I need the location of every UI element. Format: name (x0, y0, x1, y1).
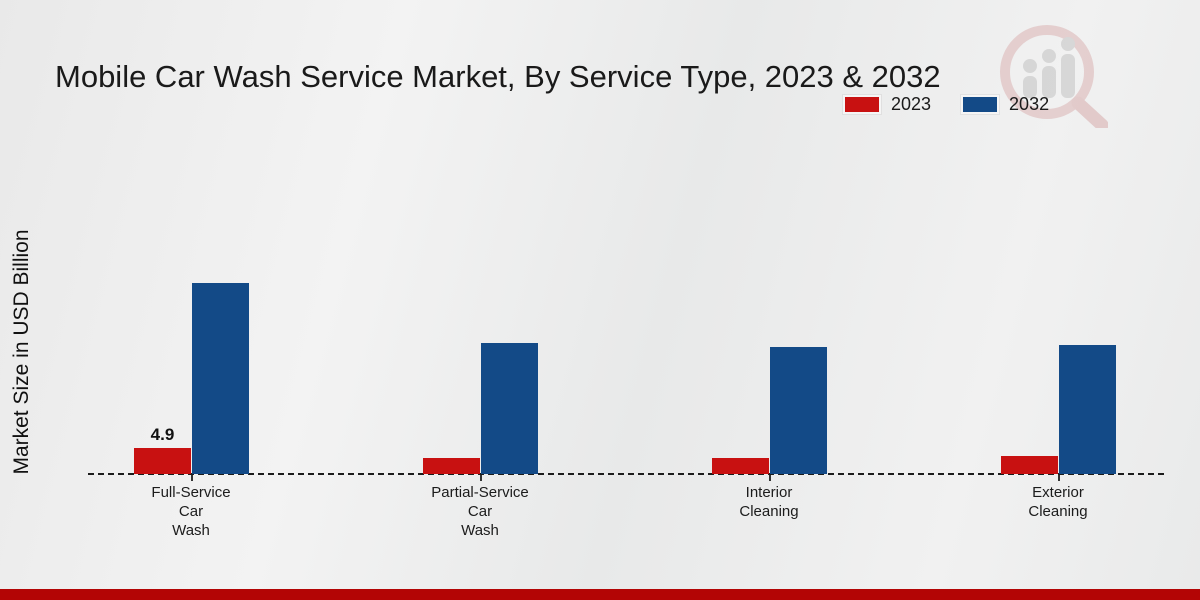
legend-swatch-2032 (961, 95, 1000, 114)
bar-value-label-2023: 4.9 (150, 425, 175, 444)
chart-legend: 2023 2032 (843, 94, 1049, 115)
legend-swatch-2023 (843, 95, 881, 114)
x-axis-tick (1058, 475, 1060, 481)
legend-label-2023: 2023 (891, 94, 932, 114)
legend-label-2032: 2032 (1009, 94, 1050, 114)
magnifier-lens-icon (1000, 25, 1094, 119)
market-research-watermark-logo (1000, 25, 1108, 128)
magnifier-handle-icon (1071, 96, 1108, 128)
bar-2032-interior-cleaning (770, 347, 827, 474)
bar-2023-partial-service-car-wash (423, 458, 480, 474)
bar-2023-interior-cleaning (712, 458, 769, 474)
chart-title: Mobile Car Wash Service Market, By Servi… (55, 58, 941, 94)
category-label-full-service-car-wash: Full-Service Car Wash (151, 484, 231, 539)
x-axis-tick (480, 475, 482, 481)
legend-item-2023: 2023 (843, 94, 931, 115)
bar-2023-full-service-car-wash (134, 448, 191, 474)
bar-2032-full-service-car-wash (192, 283, 249, 474)
category-label-partial-service-car-wash: Partial-Service Car Wash (431, 484, 529, 539)
bar-2023-exterior-cleaning (1001, 456, 1058, 474)
x-axis-baseline (88, 473, 1164, 475)
legend-item-2032: 2032 (961, 94, 1049, 115)
x-axis-tick (191, 475, 193, 481)
footer-strip (0, 589, 1200, 600)
bar-2032-exterior-cleaning (1059, 345, 1116, 474)
x-axis-tick (769, 475, 771, 481)
category-label-interior-cleaning: Interior Cleaning (739, 484, 799, 520)
category-label-exterior-cleaning: Exterior Cleaning (1028, 484, 1088, 520)
bar-chart-icon (1023, 37, 1075, 98)
bar-2032-partial-service-car-wash (481, 343, 538, 474)
